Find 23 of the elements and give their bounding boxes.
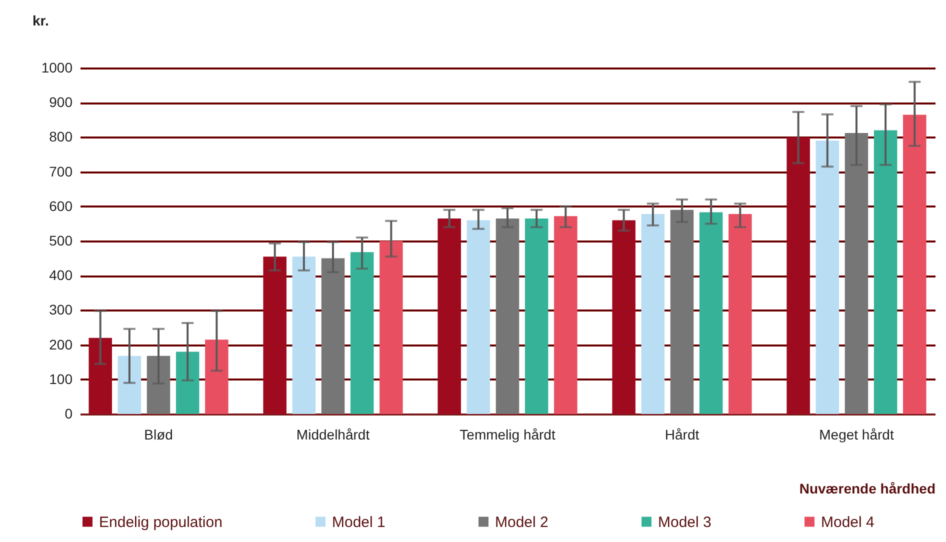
y-tick-label: 100 <box>49 370 73 387</box>
legend-label: Endelig population <box>99 514 222 531</box>
legend-label: Model 3 <box>658 514 712 531</box>
x-axis-title: Nuværende hårdhed <box>799 480 936 496</box>
legend-label: Model 4 <box>821 514 874 531</box>
y-tick-label: 0 <box>64 406 73 422</box>
y-axis-title: kr. <box>32 12 49 28</box>
y-tick-label: 200 <box>49 336 73 352</box>
y-tick-label: 700 <box>49 163 73 180</box>
x-tick-label: Middelhårdt <box>296 426 370 442</box>
y-tick-label: 400 <box>49 267 73 284</box>
y-tick-label: 800 <box>49 128 73 145</box>
y-tick-label: 500 <box>49 232 73 248</box>
y-tick-label: 900 <box>49 94 73 110</box>
y-tick-label: 600 <box>49 198 73 214</box>
y-tick-label: 1000 <box>41 60 73 76</box>
x-tick-label: Meget hårdt <box>819 426 894 442</box>
x-tick-label: Hårdt <box>664 426 700 442</box>
y-tick-label: 300 <box>49 302 73 318</box>
x-tick-label: Temmelig hårdt <box>460 426 556 442</box>
legend-label: Model 2 <box>495 514 548 531</box>
legend-label: Model 1 <box>332 514 386 531</box>
x-tick-label: Blød <box>144 426 173 442</box>
